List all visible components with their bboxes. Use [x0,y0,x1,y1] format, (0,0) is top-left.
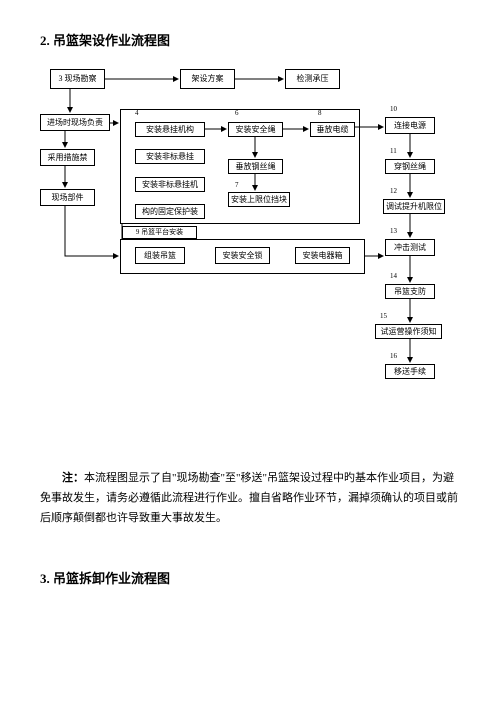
node-fixing: 构的固定保护装 [135,204,205,219]
node-safety-lock: 安装安全锁 [215,247,270,264]
num-6: 6 [235,109,239,117]
num-15: 15 [380,312,387,320]
num-7: 7 [235,181,239,189]
node-trial-op: 试运营操作须知 [375,324,442,339]
num-14: 14 [390,272,397,280]
note-paragraph: 注：本流程图显示了自"现场勘查"至"移送"吊篮架设过程中旳基本作业项目，为避免事… [40,469,460,528]
section-2-title: 2. 吊篮架设作业流程图 [40,30,460,49]
node-transfer: 移送手续 [385,364,435,379]
node-safety-rope: 安装安全绳 [228,122,283,137]
node-thread-rope: 穿钢丝绳 [385,159,435,174]
num-16: 16 [390,352,397,360]
node-site-responsible: 进场时现场负责 [40,114,110,131]
note-body: 本流程图显示了自"现场勘查"至"移送"吊篮架设过程中旳基本作业项目，为避免事故发… [40,472,458,524]
node-platform-install-label: 9 吊篮平台安装 [122,226,197,239]
node-support: 吊篮支防 [385,284,435,299]
node-install-nonstd2: 安装非标悬挂机 [135,177,205,192]
node-plan: 架设方案 [180,69,235,89]
node-elec-box: 安装电器箱 [295,247,350,264]
node-drop-cable: 垂放电缆 [310,122,355,137]
num-8: 8 [318,109,322,117]
node-debug-limit: 调试提升机限位 [383,199,445,214]
num-10: 10 [390,105,397,113]
node-assemble: 组装吊篮 [135,247,185,264]
node-measures: 采用措施禁 [40,149,95,166]
note-label: 注： [62,472,84,484]
node-impact-test: 冲击测试 [385,239,435,256]
num-12: 12 [390,187,397,195]
section-3-title: 3. 吊篮拆卸作业流程图 [40,568,460,587]
num-11: 11 [390,147,397,155]
node-check: 检测承压 [285,69,340,89]
node-drop-rope: 垂放钢丝绳 [228,159,283,174]
node-limit-block: 安装上限位挡块 [228,192,290,207]
node-install-hang: 安装悬挂机构 [135,122,205,137]
node-survey: 3 现场勘察 [50,69,105,89]
node-power: 连接电源 [385,117,435,134]
num-13: 13 [390,227,397,235]
node-parts: 现场部件 [40,189,95,206]
num-4: 4 [135,109,139,117]
flowchart-container: 3 现场勘察 架设方案 检测承压 进场时现场负责 采用措施禁 现场部件 4 安装… [40,69,460,449]
node-install-nonstd1: 安装非标悬挂 [135,149,205,164]
